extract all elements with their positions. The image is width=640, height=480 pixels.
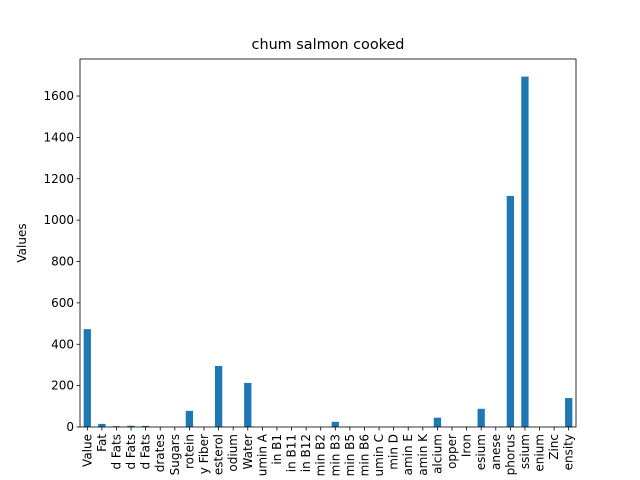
x-tick-label: Iron [460, 434, 474, 457]
x-tick-label: umin A [255, 433, 269, 476]
bar [521, 76, 529, 427]
y-tick-label: 1600 [43, 89, 74, 103]
x-tick-label: ssium [518, 434, 532, 469]
x-tick-label: min B2 [314, 434, 328, 476]
x-tick-label: esium [474, 434, 488, 470]
x-tick-label: Zinc [547, 434, 561, 460]
x-tick-label: d Fats [109, 434, 123, 470]
bar [214, 365, 223, 427]
chart-title: chum salmon cooked [252, 37, 405, 53]
bar [506, 195, 514, 427]
y-tick-label: 0 [66, 420, 74, 434]
x-tick-label: odium [226, 434, 240, 472]
x-tick-label: min D [387, 434, 401, 470]
x-tick-label: Water [241, 434, 255, 470]
x-tick-label: d Fats [124, 434, 138, 470]
x-tick-label: Sugars [168, 434, 182, 475]
bar [185, 410, 194, 427]
x-tick-label: amin K [416, 433, 430, 476]
x-tick-label: d Fats [139, 434, 153, 470]
x-tick-label: y Fiber [197, 434, 211, 474]
x-tick-label: ensity [562, 434, 576, 470]
y-tick-label: 600 [51, 296, 74, 310]
x-tick-label: opper [445, 434, 459, 469]
y-tick-label: 1200 [43, 172, 74, 186]
bar [83, 329, 91, 427]
plot-frame [79, 58, 577, 428]
bar [142, 425, 150, 427]
x-tick-label: min B5 [343, 434, 357, 476]
bar [98, 423, 106, 427]
x-tick-label: in B11 [285, 434, 299, 472]
x-tick-label: min B3 [328, 434, 342, 476]
x-tick-label: alcium [430, 434, 444, 474]
x-tick-label: esterol [212, 434, 226, 475]
y-tick-label: 1000 [43, 213, 74, 227]
bar [433, 417, 442, 427]
x-tick-label: Fat [95, 434, 109, 452]
bar [244, 382, 252, 427]
bar [565, 398, 573, 427]
y-tick-label: 1400 [43, 130, 74, 144]
x-tick-label: Value [80, 434, 94, 467]
x-tick-label: umin C [372, 434, 386, 476]
y-tick-label: 800 [51, 255, 74, 269]
y-axis-label: Values [15, 223, 29, 262]
x-tick-label: min B6 [357, 434, 371, 476]
y-tick-label: 200 [51, 379, 74, 393]
bar [331, 421, 339, 427]
bar [127, 425, 135, 427]
x-tick-label: in B1 [270, 434, 284, 465]
x-tick-label: rotein [182, 434, 196, 469]
bar [477, 408, 485, 427]
x-tick-label: amin E [401, 434, 415, 475]
x-tick-label: enium [533, 434, 547, 472]
x-tick-label: drates [153, 434, 167, 472]
bar [112, 426, 121, 427]
x-tick-label: in B12 [299, 434, 313, 472]
y-tick-label: 400 [51, 337, 74, 351]
x-tick-label: phorus [503, 434, 517, 475]
x-tick-label: anese [489, 434, 503, 470]
